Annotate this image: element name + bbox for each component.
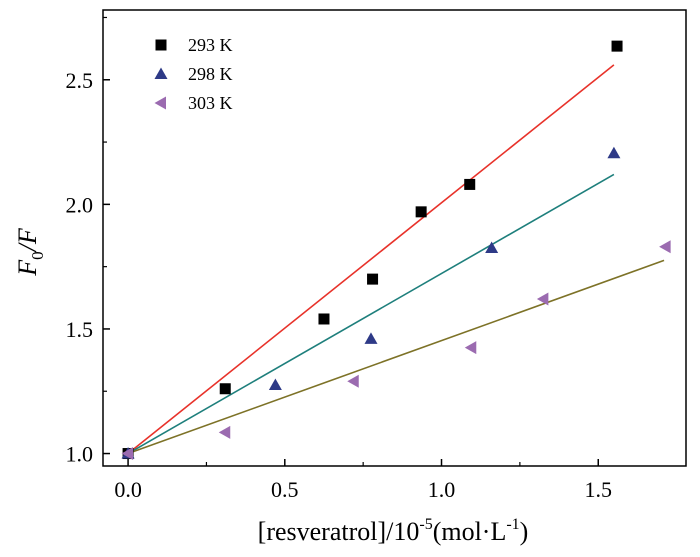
legend-label: 303 K (188, 93, 233, 113)
fit-line (127, 259, 665, 455)
data-point (318, 313, 330, 325)
fit-line (127, 64, 615, 455)
legend: 293 K 298 K 303 K (154, 35, 233, 113)
y-tick-label: 1.0 (66, 442, 94, 467)
data-point (218, 425, 231, 439)
y-axis-title: F0/F (13, 227, 47, 277)
data-point (464, 178, 476, 190)
data-points (121, 40, 671, 461)
data-point (607, 146, 621, 159)
fit-lines (127, 64, 665, 455)
data-point (121, 447, 134, 461)
y-tick-label: 2.5 (66, 68, 94, 93)
x-tick-label: 0.0 (114, 477, 142, 502)
data-point (367, 273, 379, 285)
tick-labels: 0.0 0.5 1.0 1.5 1.0 1.5 2.0 2.5 (66, 68, 612, 502)
data-point (347, 374, 359, 388)
y-tick-label: 2.0 (66, 192, 94, 217)
plot-area-frame (102, 9, 687, 467)
data-point (219, 383, 231, 395)
legend-label: 293 K (188, 35, 233, 55)
axis-ticks (103, 16, 599, 466)
y-tick-label: 1.5 (66, 317, 94, 342)
x-tick-label: 1.0 (428, 477, 456, 502)
data-point (268, 378, 282, 391)
data-point (364, 332, 378, 344)
x-tick-label: 1.5 (584, 477, 612, 502)
data-point (611, 40, 623, 52)
fit-line (127, 173, 615, 455)
data-point (464, 341, 477, 355)
legend-marker (154, 67, 168, 79)
x-tick-label: 0.5 (271, 477, 299, 502)
legend-marker (154, 96, 166, 110)
data-point (485, 241, 499, 253)
x-axis-title: [resveratrol]/10-5(mol·L-1) (258, 516, 529, 546)
data-point (659, 240, 671, 254)
legend-marker (155, 39, 167, 51)
data-point (415, 206, 427, 218)
data-point (536, 292, 549, 306)
legend-label: 298 K (188, 64, 233, 84)
